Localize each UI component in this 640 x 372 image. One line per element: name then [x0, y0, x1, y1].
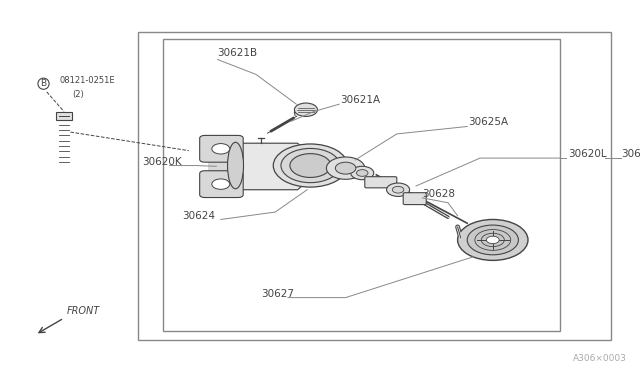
Circle shape [326, 157, 365, 179]
Text: 30625A: 30625A [468, 117, 509, 127]
Circle shape [294, 103, 317, 116]
Circle shape [467, 225, 518, 255]
Text: 30620: 30620 [621, 149, 640, 159]
Text: 30620L: 30620L [568, 149, 606, 159]
Text: B: B [40, 79, 47, 88]
FancyBboxPatch shape [365, 177, 397, 188]
Bar [208, 156, 228, 177]
Circle shape [486, 236, 499, 244]
Text: 30627: 30627 [261, 289, 294, 299]
Circle shape [212, 179, 230, 189]
Bar [163, 39, 560, 331]
FancyBboxPatch shape [200, 135, 243, 162]
Text: 30621A: 30621A [340, 95, 381, 105]
Circle shape [392, 186, 404, 193]
Polygon shape [241, 143, 308, 190]
Text: FRONT: FRONT [67, 306, 100, 316]
Circle shape [458, 219, 528, 260]
Text: 30620K: 30620K [142, 157, 182, 167]
FancyBboxPatch shape [200, 171, 243, 198]
Circle shape [212, 144, 230, 154]
Text: 30621B: 30621B [218, 48, 258, 58]
Text: 08121-0251E: 08121-0251E [60, 76, 115, 85]
Ellipse shape [228, 142, 243, 189]
Bar [138, 32, 611, 340]
Circle shape [281, 148, 340, 183]
Circle shape [335, 162, 356, 174]
Text: A306×0003: A306×0003 [573, 354, 627, 363]
Circle shape [387, 183, 410, 196]
Text: 30628: 30628 [422, 189, 456, 199]
Circle shape [290, 154, 331, 177]
FancyBboxPatch shape [56, 112, 72, 120]
Circle shape [273, 144, 348, 187]
Text: 30624: 30624 [182, 211, 216, 221]
Text: (2): (2) [72, 90, 84, 99]
Circle shape [351, 166, 374, 180]
FancyBboxPatch shape [403, 193, 426, 205]
Circle shape [356, 170, 368, 176]
